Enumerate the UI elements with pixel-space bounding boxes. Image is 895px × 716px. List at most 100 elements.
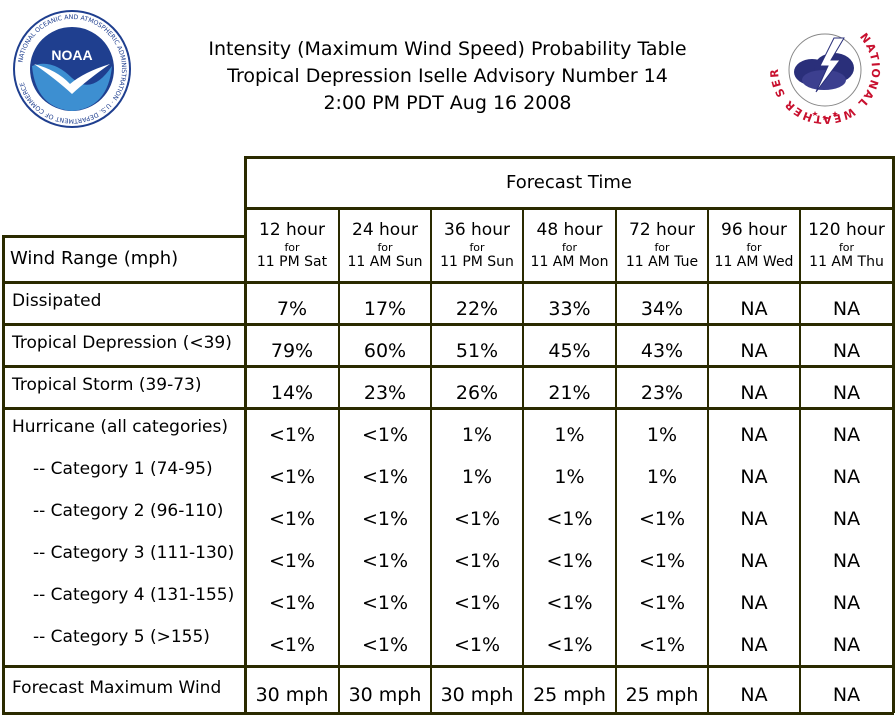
probability-cell: NA bbox=[832, 340, 861, 362]
probability-cell: 60% bbox=[363, 340, 407, 362]
probability-cell: 22% bbox=[455, 298, 499, 320]
probability-cell: 1% bbox=[646, 466, 678, 488]
probability-cell: NA bbox=[740, 634, 768, 656]
column-hour-label: 48 hour bbox=[536, 220, 603, 240]
column-for-label: for bbox=[377, 241, 393, 254]
probability-cell: <1% bbox=[361, 550, 409, 572]
probability-cell: NA bbox=[740, 382, 768, 404]
column-divider bbox=[338, 207, 340, 713]
probability-cell: <1% bbox=[361, 634, 409, 656]
column-divider bbox=[799, 207, 801, 713]
max-wind-cell: 30 mph bbox=[255, 684, 329, 706]
probability-cell: NA bbox=[832, 424, 861, 446]
probability-cell: <1% bbox=[546, 634, 593, 656]
row-divider bbox=[2, 281, 894, 284]
probability-cell: 26% bbox=[455, 382, 499, 404]
max-wind-cell: 30 mph bbox=[440, 684, 514, 706]
probability-cell: <1% bbox=[268, 550, 316, 572]
column-hour-label: 72 hour bbox=[629, 220, 695, 240]
row-label: Tropical Storm (39-73) bbox=[12, 375, 202, 395]
max-wind-cell: NA bbox=[832, 684, 861, 706]
probability-cell: 34% bbox=[640, 298, 684, 320]
probability-cell: <1% bbox=[268, 592, 316, 614]
probability-cell: NA bbox=[832, 508, 861, 530]
row-label: Hurricane (all categories) bbox=[12, 417, 229, 437]
column-time-label: 11 AM Thu bbox=[809, 254, 884, 270]
column-hour-label: 24 hour bbox=[352, 220, 418, 240]
noaa-logo: NATIONAL OCEANIC AND ATMOSPHERIC ADMINIS… bbox=[13, 10, 131, 128]
column-time-label: 11 AM Wed bbox=[714, 254, 794, 270]
probability-cell: <1% bbox=[453, 634, 501, 656]
probability-cell: NA bbox=[740, 298, 768, 320]
probability-cell: NA bbox=[832, 550, 861, 572]
column-hour-label: 96 hour bbox=[721, 220, 787, 240]
column-for-label: for bbox=[561, 241, 578, 254]
probability-cell: NA bbox=[832, 634, 861, 656]
column-for-label: for bbox=[654, 241, 670, 254]
probability-cell: 43% bbox=[640, 340, 684, 362]
probability-cell: NA bbox=[740, 592, 768, 614]
probability-cell: <1% bbox=[546, 592, 593, 614]
probability-cell: <1% bbox=[546, 508, 593, 530]
probability-cell: 14% bbox=[270, 382, 314, 404]
probability-cell: 51% bbox=[455, 340, 499, 362]
column-for-label: for bbox=[838, 241, 855, 254]
forecast-time-label: Forecast Time bbox=[506, 172, 632, 193]
column-divider bbox=[522, 207, 524, 713]
probability-cell: 23% bbox=[640, 382, 684, 404]
row-label: -- Category 5 (>155) bbox=[33, 627, 210, 647]
column-divider bbox=[615, 207, 617, 713]
probability-cell: <1% bbox=[361, 592, 409, 614]
probability-cell: NA bbox=[832, 592, 861, 614]
probability-cell: 79% bbox=[270, 340, 314, 362]
row-label: Dissipated bbox=[12, 291, 102, 311]
nws-logo: NATIONAL WEATHER SERVICE bbox=[764, 8, 884, 128]
column-time-label: 11 AM Sun bbox=[347, 254, 423, 270]
row-divider bbox=[2, 665, 894, 668]
probability-cell: <1% bbox=[268, 466, 316, 488]
row-divider bbox=[2, 365, 894, 368]
row-label: Tropical Depression (<39) bbox=[12, 333, 232, 353]
noaa-logo-text: NOAA bbox=[51, 47, 92, 63]
probability-cell: <1% bbox=[268, 508, 316, 530]
column-for-label: for bbox=[284, 241, 300, 254]
probability-cell: 45% bbox=[548, 340, 591, 362]
probability-cell: 1% bbox=[554, 466, 585, 488]
grid-line bbox=[244, 207, 894, 210]
column-time-label: 11 PM Sat bbox=[256, 254, 328, 270]
probability-cell: <1% bbox=[453, 550, 501, 572]
column-divider bbox=[430, 207, 432, 713]
grid-line bbox=[244, 156, 894, 159]
wind-range-label: Wind Range (mph) bbox=[10, 248, 179, 269]
probability-cell: NA bbox=[832, 382, 861, 404]
row-label: -- Category 3 (111-130) bbox=[33, 543, 235, 563]
probability-cell: 1% bbox=[461, 466, 493, 488]
probability-cell: <1% bbox=[453, 508, 501, 530]
probability-cell: NA bbox=[832, 466, 861, 488]
probability-cell: NA bbox=[740, 508, 768, 530]
probability-cell: NA bbox=[740, 424, 768, 446]
row-label: -- Category 1 (74-95) bbox=[33, 459, 213, 479]
max-wind-label: Forecast Maximum Wind bbox=[12, 678, 222, 698]
probability-cell: <1% bbox=[361, 508, 409, 530]
probability-cell: 17% bbox=[363, 298, 407, 320]
probability-cell: <1% bbox=[268, 634, 316, 656]
probability-cell: <1% bbox=[361, 466, 409, 488]
probability-cell: NA bbox=[740, 340, 768, 362]
probability-cell: 1% bbox=[461, 424, 493, 446]
probability-cell: 23% bbox=[363, 382, 407, 404]
row-divider bbox=[2, 407, 894, 410]
max-wind-cell: 25 mph bbox=[625, 684, 699, 706]
probability-cell: 1% bbox=[554, 424, 585, 446]
grid-line bbox=[244, 156, 247, 713]
probability-cell: <1% bbox=[361, 424, 409, 446]
grid-line bbox=[2, 235, 5, 713]
max-wind-cell: 30 mph bbox=[348, 684, 422, 706]
column-time-label: 11 AM Tue bbox=[625, 254, 699, 270]
probability-cell: 21% bbox=[548, 382, 591, 404]
row-divider bbox=[2, 323, 894, 326]
max-wind-cell: 25 mph bbox=[533, 684, 606, 706]
probability-cell: 1% bbox=[646, 424, 678, 446]
row-label: -- Category 2 (96-110) bbox=[33, 501, 224, 521]
column-divider bbox=[707, 207, 709, 713]
